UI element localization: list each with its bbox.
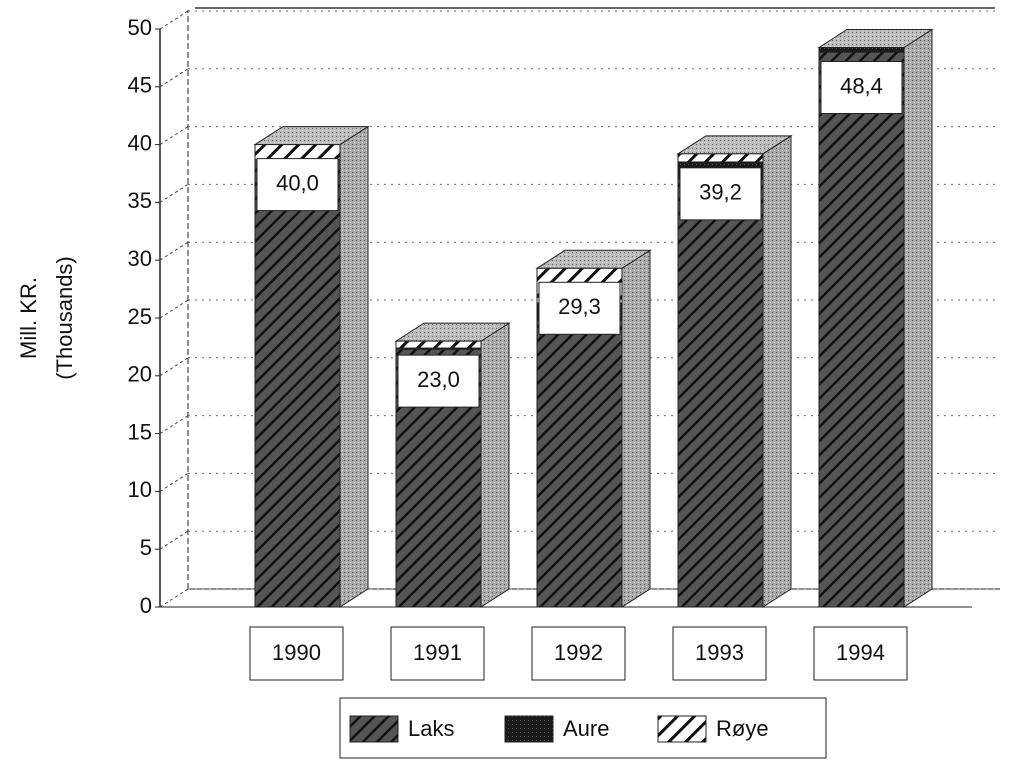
legend-swatch <box>349 715 399 743</box>
y-tick-label: 40 <box>128 130 152 155</box>
y-tick-label: 30 <box>128 246 152 271</box>
grid-line <box>159 68 189 88</box>
y-tick-label: 50 <box>128 15 152 40</box>
legend-box <box>339 697 827 759</box>
category-box <box>390 626 485 681</box>
category-box <box>672 626 767 681</box>
legend-swatch <box>657 715 707 743</box>
bar-segment <box>254 159 341 608</box>
bar-segment <box>818 46 905 53</box>
category-box <box>531 626 626 681</box>
total-label-box <box>538 281 621 335</box>
y-tick-label: 5 <box>140 535 152 560</box>
legend-label: Aure <box>563 716 609 741</box>
y-tick-label: 15 <box>128 419 152 444</box>
total-label-box <box>256 158 339 212</box>
x-tick-label: 1994 <box>836 640 885 665</box>
bar-segment <box>677 178 764 608</box>
y-tick-label: 35 <box>128 188 152 213</box>
bar-segment <box>818 51 905 608</box>
grid-line <box>159 472 189 492</box>
total-label: 23,0 <box>417 367 460 392</box>
grid-line <box>159 183 189 203</box>
bar-segment <box>395 340 482 349</box>
grid-line <box>159 299 189 319</box>
y-axis-label: (Thousands) <box>52 256 77 380</box>
category-box <box>249 626 344 681</box>
total-label-box <box>397 354 480 408</box>
x-tick-label: 1990 <box>272 640 321 665</box>
grid-line <box>159 357 189 377</box>
y-tick-label: 25 <box>128 304 152 329</box>
bar-side <box>903 28 933 608</box>
total-label: 39,2 <box>699 180 742 205</box>
y-axis-label: Mill. KR. <box>16 277 41 359</box>
bar-segment <box>536 319 623 608</box>
x-tick-label: 1993 <box>695 640 744 665</box>
bar-segment <box>254 144 341 161</box>
legend-label: Laks <box>408 716 454 741</box>
y-tick-label: 0 <box>140 593 152 618</box>
grid-line <box>159 241 189 261</box>
grid-line <box>159 415 189 435</box>
bar-side <box>339 125 369 608</box>
bar-side <box>480 322 510 608</box>
x-tick-label: 1992 <box>554 640 603 665</box>
grid-line <box>159 10 189 30</box>
bar-segment <box>677 153 764 163</box>
x-tick-label: 1991 <box>413 640 462 665</box>
grid-line <box>159 126 189 146</box>
grid-line <box>159 588 189 608</box>
bar-side <box>621 249 651 608</box>
y-tick-label: 10 <box>128 477 152 502</box>
bar-side <box>762 134 792 608</box>
y-tick-label: 20 <box>128 362 152 387</box>
grid-line <box>159 530 189 550</box>
y-tick-label: 45 <box>128 73 152 98</box>
category-box <box>813 626 908 681</box>
legend-swatch <box>504 715 554 743</box>
total-label: 29,3 <box>558 294 601 319</box>
legend-label: Røye <box>716 716 769 741</box>
total-label: 48,4 <box>840 73 883 98</box>
total-label-box <box>679 167 762 221</box>
total-label: 40,0 <box>276 170 319 195</box>
total-label-box <box>820 60 903 114</box>
